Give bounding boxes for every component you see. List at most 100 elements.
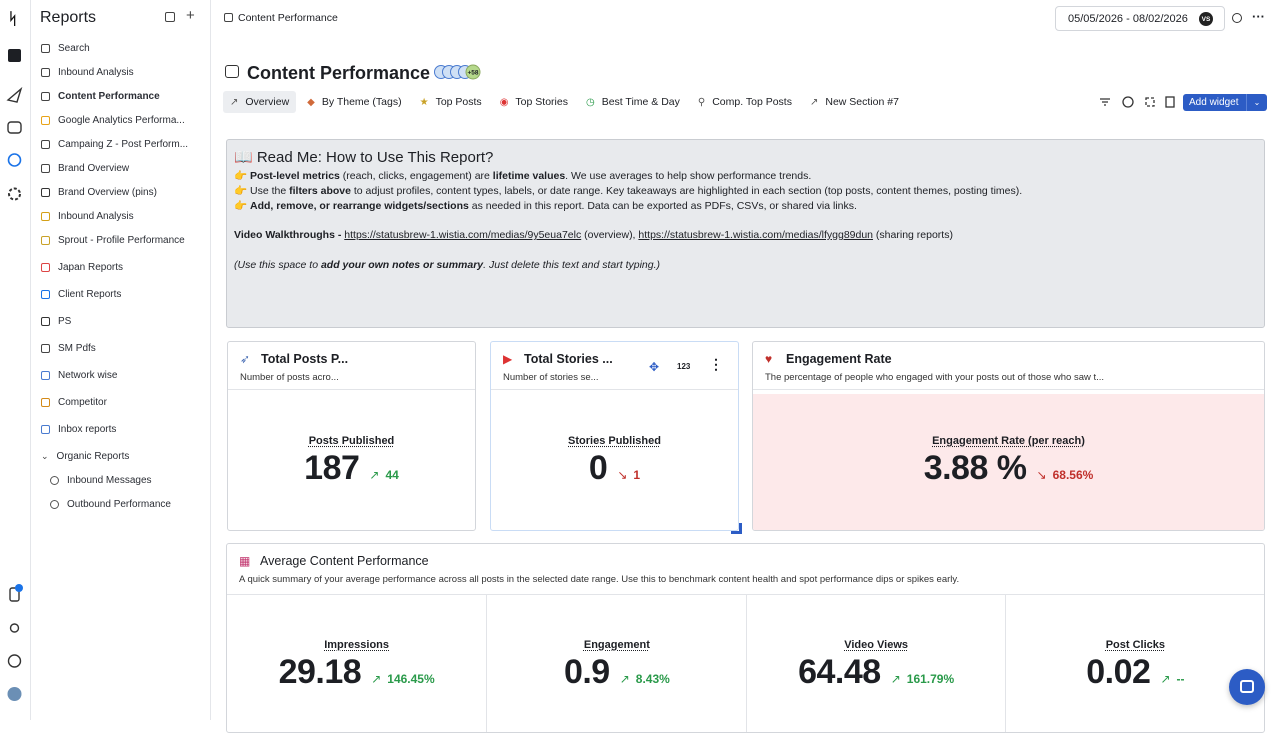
average-icon: ▦ (239, 554, 250, 568)
chat-button[interactable] (1229, 669, 1265, 705)
filter-button[interactable] (1100, 99, 1110, 105)
bold-text: Add, remove, or rearrange widgets/sectio… (250, 200, 469, 212)
tab[interactable]: ◉ Top Stories (493, 91, 575, 113)
metric-row: 0.02 ↗ -- (1006, 653, 1265, 692)
metric: Posts Published 187 ↗ 44 (228, 435, 475, 488)
metric-label: Post Clicks (1006, 639, 1265, 651)
move-handle[interactable]: ✥ (649, 360, 659, 374)
text: . We use averages to help show performan… (565, 170, 811, 182)
globe-button[interactable] (1232, 13, 1242, 23)
sidebar-label: Inbound Analysis (58, 211, 134, 222)
text: 👉 (234, 170, 250, 182)
sidebar-item[interactable]: PS (41, 311, 71, 331)
sidebar-item[interactable]: Client Reports (41, 284, 121, 304)
sidebar-item[interactable]: Content Performance (41, 86, 160, 106)
sidebar-item[interactable]: Brand Overview (pins) (41, 182, 157, 202)
chat-icon (1240, 680, 1254, 693)
tab[interactable]: ◆ By Theme (Tags) (300, 91, 408, 113)
widget-subtitle: Number of stories se... (503, 372, 599, 383)
fullscreen-button[interactable] (1146, 98, 1154, 106)
sidebar-item[interactable]: Network wise (41, 365, 117, 385)
number-format[interactable]: 123 (677, 362, 690, 371)
metric-value: 64.48 (798, 653, 881, 692)
breadcrumb: Content Performance (238, 12, 338, 24)
sidebar-add[interactable]: + (186, 7, 195, 24)
sidebar-item[interactable]: Brand Overview (41, 158, 129, 178)
tab-label: Comp. Top Posts (712, 96, 792, 108)
tab[interactable]: ↗ Overview (223, 91, 296, 113)
metric: Post Clicks 0.02 ↗ -- (1006, 639, 1265, 692)
metric-value: 0.9 (564, 653, 610, 692)
sidebar-icon (41, 263, 50, 272)
tab[interactable]: ⚲ Comp. Top Posts (691, 91, 799, 113)
sidebar-item[interactable]: Campaing Z - Post Perform... (41, 134, 188, 154)
sidebar-toggle[interactable] (165, 12, 175, 22)
tab-label: Overview (245, 96, 289, 108)
breadcrumb-icon (224, 13, 233, 22)
metric-row: 0 ↘ 1 (491, 449, 738, 488)
change-arrow: ↗ (369, 468, 379, 482)
sidebar-item[interactable]: Competitor (41, 392, 107, 412)
link[interactable]: https://statusbrew-1.wistia.com/medias/l… (638, 229, 873, 241)
sidebar-item[interactable]: SM Pdfs (41, 338, 96, 358)
rail-help[interactable] (9, 655, 21, 667)
widget-divider (228, 389, 475, 390)
sidebar-icon (41, 188, 50, 197)
widget-icon: ➶ (240, 352, 250, 366)
sidebar-icon (50, 476, 59, 485)
sidebar-item[interactable]: Search (41, 38, 90, 58)
sidebar-item[interactable]: ⌄ Organic Reports (41, 446, 129, 466)
readme-line: 👉 Add, remove, or rearrange widgets/sect… (234, 199, 857, 212)
tab-label: Best Time & Day (602, 96, 680, 108)
rail-settings[interactable] (9, 189, 20, 200)
resize-handle[interactable] (731, 523, 742, 534)
metric: Stories Published 0 ↘ 1 (491, 435, 738, 488)
sidebar-item[interactable]: Inbound Analysis (41, 62, 134, 82)
bold-text: filters above (289, 185, 351, 197)
rail-avatar[interactable] (8, 687, 22, 701)
rail-inbox[interactable] (8, 122, 21, 133)
change-value: 44 (385, 468, 398, 482)
metric-change: ↗ -- (1160, 672, 1184, 686)
sidebar-item[interactable]: Sprout - Profile Performance (41, 230, 185, 250)
date-picker[interactable]: 05/05/2026 - 08/02/2026 VS (1055, 6, 1225, 31)
text: 👉 Use the (234, 185, 289, 197)
sidebar-label: SM Pdfs (58, 343, 96, 354)
sidebar-item[interactable]: Inbound Analysis (41, 206, 134, 226)
tab-label: By Theme (Tags) (322, 96, 402, 108)
sidebar-label: Brand Overview (58, 163, 129, 174)
more-button[interactable]: ··· (1252, 9, 1265, 24)
metric-column: Video Views 64.48 ↗ 161.79% (746, 595, 1006, 733)
readme-title: 📖 Read Me: How to Use This Report? (234, 148, 493, 166)
sidebar-item[interactable]: Inbound Messages (50, 470, 152, 490)
rail-theme[interactable] (11, 624, 19, 632)
export-button[interactable] (1166, 97, 1174, 107)
rail-analytics[interactable] (9, 154, 21, 166)
rail-reports[interactable] (8, 49, 21, 62)
tab[interactable]: ↗ New Section #7 (803, 91, 906, 113)
text: (Use this space to (234, 259, 321, 271)
text: as needed in this report. Data can be ex… (469, 200, 857, 212)
tab[interactable]: ★ Top Posts (413, 91, 489, 113)
change-value: 8.43% (636, 672, 670, 686)
rail-publish[interactable] (8, 89, 21, 102)
add-widget-button[interactable]: Add widget ⌄ (1183, 94, 1267, 111)
change-arrow: ↘ (617, 468, 627, 482)
average-card: ▦ Average Content Performance A quick su… (226, 543, 1265, 733)
widget-menu[interactable]: ⋮ (709, 356, 723, 373)
metric-label: Stories Published (491, 435, 738, 447)
sidebar-item[interactable]: Inbox reports (41, 419, 116, 439)
tab[interactable]: ◷ Best Time & Day (579, 91, 687, 113)
metric-label: Engagement Rate (per reach) (753, 435, 1264, 447)
sidebar-item[interactable]: Google Analytics Performa... (41, 110, 185, 130)
sidebar-title: Reports (40, 9, 96, 27)
sidebar-item[interactable]: Japan Reports (41, 257, 123, 277)
change-value: 68.56% (1053, 468, 1094, 482)
link[interactable]: https://statusbrew-1.wistia.com/medias/9… (344, 229, 581, 241)
widget-divider (753, 389, 1264, 390)
add-widget-menu[interactable]: ⌄ (1246, 94, 1267, 111)
history-button[interactable] (1123, 97, 1133, 107)
sidebar-item[interactable]: Outbound Performance (50, 494, 171, 514)
expand-chevron[interactable]: ⌄ (41, 451, 49, 462)
metric-label: Impressions (227, 639, 486, 651)
